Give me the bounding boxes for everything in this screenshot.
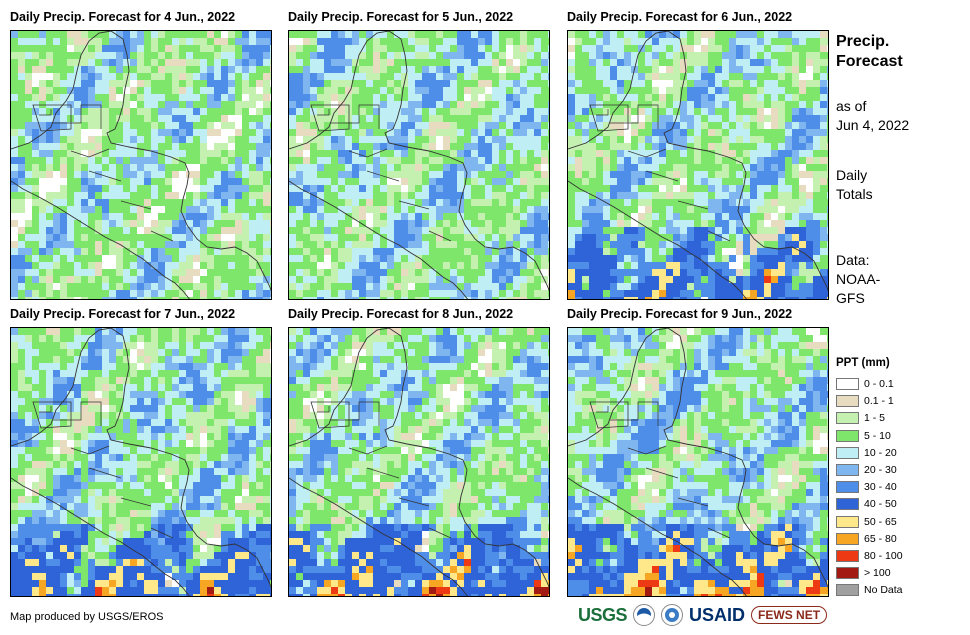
legend-swatch — [836, 481, 859, 494]
legend-swatch — [836, 550, 859, 562]
legend-swatch — [836, 498, 859, 511]
sidebar-title: Precip. Forecast — [836, 32, 903, 72]
data-source: Data: NOAA- GFS — [836, 251, 880, 308]
legend-swatch — [836, 446, 859, 459]
legend-item: 40 - 50 — [836, 496, 897, 512]
panel-title: Daily Precip. Forecast for 6 Jun., 2022 — [567, 10, 793, 24]
precip-map — [288, 30, 550, 300]
legend-title: PPT (mm) — [836, 357, 890, 369]
logo-strip: USGS USAID FEWS NET — [578, 602, 828, 628]
precip-map — [567, 30, 829, 300]
legend-label: 0.1 - 1 — [864, 395, 894, 408]
precip-map — [10, 327, 272, 597]
legend-item: No Data — [836, 582, 903, 598]
totals-line2: Totals — [836, 186, 873, 202]
legend-swatch — [836, 567, 859, 580]
panel-title: Daily Precip. Forecast for 8 Jun., 2022 — [288, 307, 514, 321]
legend-item: 10 - 20 — [836, 445, 897, 461]
noaa-logo-icon — [633, 604, 656, 626]
legend-label: 65 - 80 — [864, 532, 897, 545]
as-of-value: Jun 4, 2022 — [836, 117, 910, 133]
legend-item: 20 - 30 — [836, 462, 897, 478]
legend-label: 5 - 10 — [864, 429, 891, 442]
legend-label: 30 - 40 — [864, 481, 897, 494]
legend-swatch — [836, 532, 859, 545]
legend-label: 10 - 20 — [864, 446, 897, 459]
legend-item: 30 - 40 — [836, 479, 897, 495]
legend-label: 50 - 65 — [864, 515, 897, 528]
legend-item: 0 - 0.1 — [836, 376, 894, 392]
legend-swatch — [836, 584, 859, 597]
legend-swatch — [836, 378, 859, 390]
panel-title: Daily Precip. Forecast for 5 Jun., 2022 — [288, 10, 514, 24]
legend-item: 50 - 65 — [836, 514, 897, 530]
legend-label: > 100 — [864, 567, 891, 580]
fews-net-logo: FEWS NET — [751, 606, 828, 624]
data-source-line3: GFS — [836, 290, 865, 306]
legend-label: 20 - 30 — [864, 464, 897, 476]
legend-swatch — [836, 429, 859, 442]
as-of-date: as of Jun 4, 2022 — [836, 97, 909, 135]
sidebar-title-line2: Forecast — [836, 53, 903, 70]
data-source-label: Data: — [836, 252, 870, 268]
legend-swatch — [836, 464, 859, 476]
legend-item: 80 - 100 — [836, 548, 903, 564]
legend-item: 0.1 - 1 — [836, 393, 894, 409]
sidebar-title-line1: Precip. — [836, 33, 890, 50]
precip-map — [288, 327, 550, 597]
precip-map — [10, 30, 272, 300]
legend-label: 80 - 100 — [864, 550, 903, 562]
legend-label: 40 - 50 — [864, 498, 897, 511]
credit-text: Map produced by USGS/EROS — [10, 611, 164, 623]
legend-label: 1 - 5 — [864, 412, 886, 425]
legend-swatch — [836, 515, 859, 528]
usaid-logo: USAID — [689, 604, 746, 625]
legend-item: > 100 — [836, 565, 891, 581]
panel-title: Daily Precip. Forecast for 4 Jun., 2022 — [10, 10, 236, 24]
legend-label: 0 - 0.1 — [864, 378, 894, 390]
legend-swatch — [836, 412, 859, 425]
doi-logo-icon — [661, 604, 684, 626]
legend-label: No Data — [864, 584, 903, 597]
totals-note: Daily Totals — [836, 166, 873, 204]
totals-line1: Daily — [836, 167, 868, 183]
legend-swatch — [836, 395, 859, 408]
legend-item: 65 - 80 — [836, 531, 897, 547]
legend-item: 5 - 10 — [836, 428, 891, 444]
legend-item: 1 - 5 — [836, 410, 885, 426]
panel-title: Daily Precip. Forecast for 7 Jun., 2022 — [10, 307, 236, 321]
usgs-logo: USGS — [578, 604, 628, 625]
as-of-label: as of — [836, 98, 867, 114]
panel-title: Daily Precip. Forecast for 9 Jun., 2022 — [567, 307, 793, 321]
data-source-line2: NOAA- — [836, 271, 881, 287]
precip-map — [567, 327, 829, 597]
